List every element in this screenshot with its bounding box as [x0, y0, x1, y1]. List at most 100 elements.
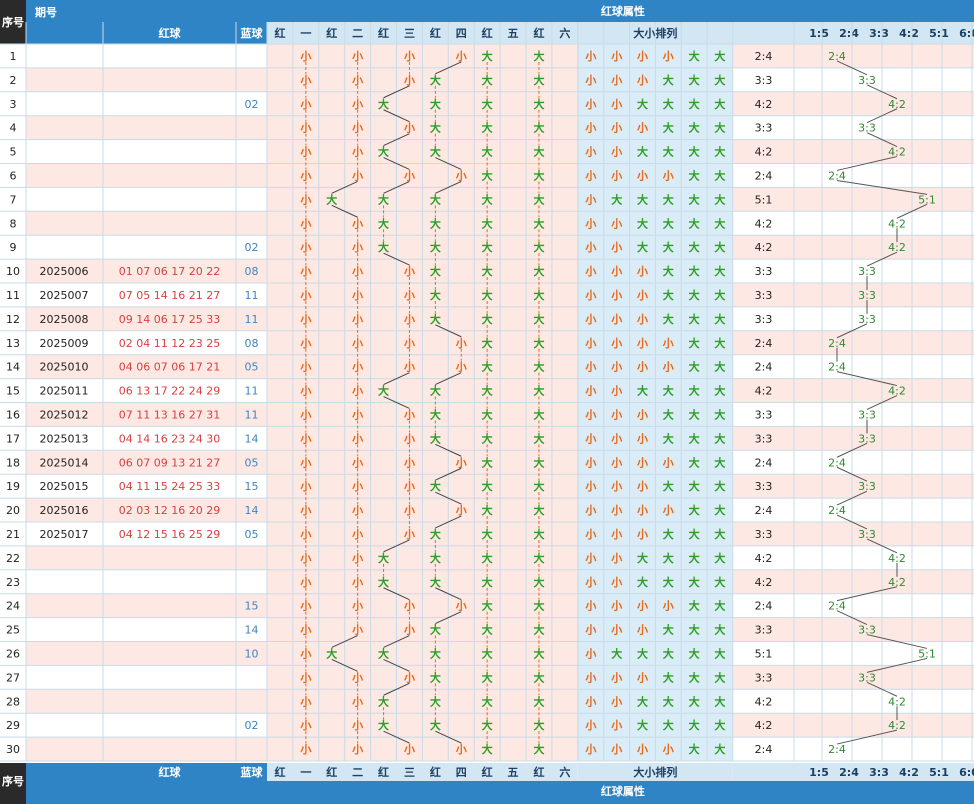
blue-number-cell: 02: [245, 719, 259, 732]
size-arrangement-cell: 小: [610, 384, 622, 398]
position-trend-line: [435, 443, 462, 457]
size-arrangement-cell: 小: [584, 121, 596, 135]
position-size-marker: 小: [351, 575, 363, 589]
position-size-marker: 小: [403, 360, 415, 374]
position-size-marker: 小: [351, 73, 363, 87]
position-trend-line: [383, 658, 410, 672]
period-cell: 2025013: [40, 432, 89, 445]
ratio-trend-line: [836, 323, 868, 339]
row-background: [733, 67, 974, 92]
position-size-marker: 小: [299, 551, 311, 565]
position-size-marker: 大: [378, 240, 389, 254]
size-arrangement-cell: 小: [584, 97, 596, 111]
size-arrangement-cell: 大: [689, 216, 700, 230]
size-arrangement-cell: 小: [584, 336, 596, 350]
position-size-marker: 小: [455, 336, 467, 350]
ratio-trend-point: 3:3: [858, 289, 876, 302]
size-arrangement-cell: 大: [714, 97, 725, 111]
position-size-marker: 大: [533, 575, 544, 589]
size-arrangement-cell: 大: [689, 670, 700, 684]
seq-cell: 27: [6, 671, 20, 684]
size-arrangement-cell: 大: [689, 97, 700, 111]
position-size-marker: 大: [482, 192, 493, 206]
position-size-marker: 大: [482, 431, 493, 445]
position-size-marker: 大: [326, 192, 337, 206]
seq-header-bg: [0, 0, 26, 44]
position-size-marker: 小: [299, 73, 311, 87]
ratio-value-cell: 2:4: [755, 337, 773, 350]
position-trend-line: [383, 157, 410, 170]
ratio-trend-point: 4:2: [888, 552, 906, 565]
seq-cell: 30: [6, 743, 20, 756]
ratio-value-cell: 4:2: [755, 217, 773, 230]
seq-cell: 12: [6, 313, 20, 326]
size-arrangement-cell: 小: [584, 288, 596, 302]
size-arrangement-cell: 小: [584, 145, 596, 159]
size-arrangement-cell: 小: [584, 623, 596, 637]
position-size-marker: 大: [378, 145, 389, 159]
size-arrangement-cell: 大: [689, 145, 700, 159]
size-arrangement-cell: 大: [689, 527, 700, 541]
position-size-marker: 小: [351, 623, 363, 637]
footer-position-bg: [267, 763, 578, 781]
position-size-marker: 大: [482, 384, 493, 398]
position-size-marker: 大: [378, 718, 389, 732]
ratio-trend-line: [836, 466, 868, 482]
position-size-marker: 大: [533, 646, 544, 660]
position-size-marker: 小: [351, 551, 363, 565]
row-background: [26, 737, 267, 761]
position-size-marker: 小: [299, 455, 311, 469]
position-header-label: 红: [326, 26, 337, 40]
size-arrangement-cell: 小: [584, 407, 596, 421]
row-background: [733, 569, 974, 594]
ratio-trend-point: 4:2: [888, 576, 906, 589]
position-trend-line: [435, 491, 462, 505]
period-cell: 2025014: [40, 456, 89, 469]
position-size-marker: 大: [533, 240, 544, 254]
size-arrangement-cell: 大: [637, 551, 648, 565]
row-background: [26, 259, 267, 283]
size-arrangement-cell: 小: [584, 360, 596, 374]
ratio-trend-point: 2:4: [828, 600, 846, 613]
position-size-marker: 大: [430, 145, 441, 159]
position-size-marker: 大: [482, 718, 493, 732]
size-arrangement-cell: 小: [584, 503, 596, 517]
ratio-col-label: 1:5: [809, 27, 829, 40]
position-size-marker: 大: [482, 407, 493, 421]
size-arrangement-cell: 大: [663, 575, 674, 589]
row-background: [733, 283, 974, 307]
ratio-value-cell: 4:2: [755, 146, 773, 159]
size-arrangement-cell: 小: [584, 551, 596, 565]
position-size-marker: 大: [430, 216, 441, 230]
seq-cell: 29: [6, 719, 20, 732]
ratio-trend-line: [866, 538, 898, 554]
ratio-trend-point: 3:3: [858, 122, 876, 135]
row-background: [26, 330, 267, 355]
footer-position-label: 红: [378, 765, 389, 779]
position-size-marker: 小: [455, 503, 467, 517]
size-arrangement-cell: 大: [689, 240, 700, 254]
row-background: [26, 665, 267, 690]
footer-position-label: 三: [404, 766, 415, 779]
size-arrangement-cell: 小: [584, 192, 596, 206]
period-cell: 2025007: [40, 289, 89, 302]
position-trend-line: [435, 467, 462, 481]
ratio-trend-line: [836, 156, 898, 171]
size-arrangement-cell: 小: [636, 670, 648, 684]
blue-number-cell: 11: [245, 408, 259, 421]
size-arrangement-cell: 大: [689, 168, 700, 182]
position-size-marker: 大: [378, 384, 389, 398]
footer-ratio-col-label: 5:1: [929, 766, 949, 779]
size-arrangement-cell: 小: [584, 527, 596, 541]
ratio-value-cell: 4:2: [755, 98, 773, 111]
size-arrangement-cell: 大: [663, 145, 674, 159]
position-size-marker: 大: [482, 694, 493, 708]
size-arrangement-cell: 小: [584, 312, 596, 326]
ratio-trend-line: [836, 586, 898, 602]
position-header-label: 红: [274, 26, 285, 40]
red-numbers-cell: 02 03 12 16 20 29: [119, 504, 220, 517]
size-arrangement-cell: 大: [714, 288, 725, 302]
size-arrangement-cell: 大: [663, 670, 674, 684]
top-header-bg: [103, 0, 974, 22]
footer-ratio-bg: [733, 763, 974, 781]
